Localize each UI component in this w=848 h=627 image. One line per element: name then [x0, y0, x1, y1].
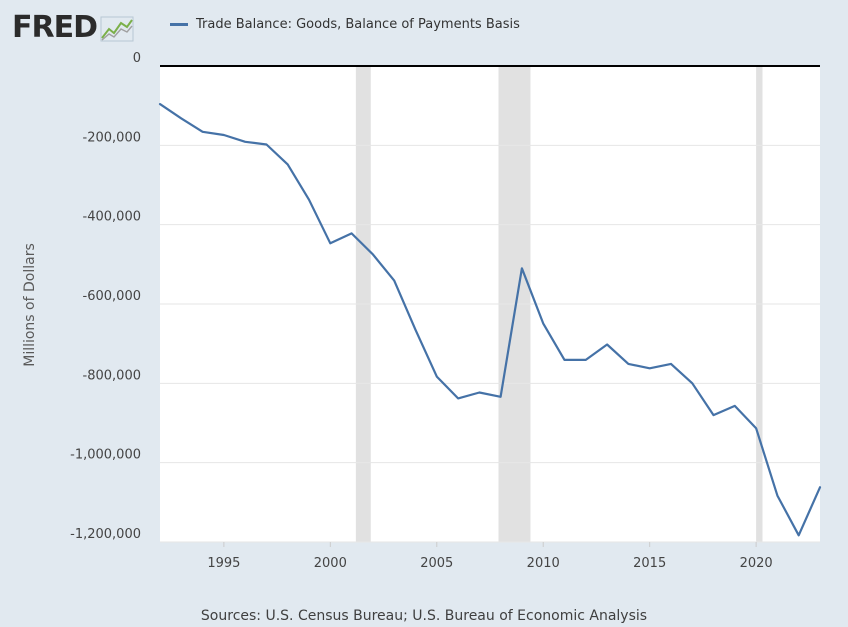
- x-axis-ticks: 1995 2000 2005 2010 2015 2020: [207, 542, 773, 571]
- series-line: [158, 102, 822, 537]
- x-tick-label: 2015: [633, 556, 666, 571]
- y-axis-label: Millions of Dollars: [22, 243, 38, 367]
- series-layer: [158, 102, 822, 537]
- sources-note: Sources: U.S. Census Bureau; U.S. Bureau…: [200, 608, 648, 624]
- fred-logo[interactable]: FRED: [12, 8, 134, 48]
- y-tick-label: -1,200,000: [70, 527, 141, 542]
- legend-swatch: [170, 23, 188, 26]
- logo-text: FRED: [12, 10, 98, 45]
- y-tick-label: -400,000: [83, 210, 141, 225]
- legend-label: Trade Balance: Goods, Balance of Payment…: [196, 17, 520, 32]
- y-tick-label: -200,000: [83, 130, 141, 145]
- y-tick-label: 0: [133, 51, 141, 66]
- fred-chart-icon: [100, 16, 134, 42]
- y-axis-ticks: 0 -200,000 -400,000 -600,000 -800,000 -1,000,…: [70, 51, 141, 542]
- x-tick-label: 2020: [740, 556, 773, 571]
- y-tick-label: -1,000,000: [70, 448, 141, 463]
- x-tick-label: 2010: [527, 556, 560, 571]
- x-tick-label: 2000: [314, 556, 347, 571]
- x-tick-label: 1995: [207, 556, 240, 571]
- x-tick-label: 2005: [420, 556, 453, 571]
- legend: Trade Balance: Goods, Balance of Payment…: [170, 17, 520, 32]
- gridlines: [160, 144, 820, 543]
- y-tick-label: -600,000: [83, 289, 141, 304]
- y-tick-label: -800,000: [83, 368, 141, 383]
